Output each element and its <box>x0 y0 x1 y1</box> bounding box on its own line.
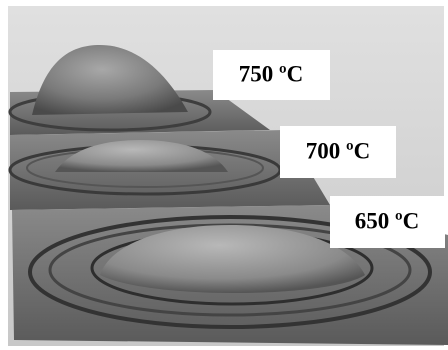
label: 700 ºC <box>306 138 370 163</box>
label: 650 ºC <box>355 208 419 233</box>
photo: 750 ºC 700 ºC 650 ºC <box>0 0 448 350</box>
label: 750 ºC <box>239 61 303 86</box>
